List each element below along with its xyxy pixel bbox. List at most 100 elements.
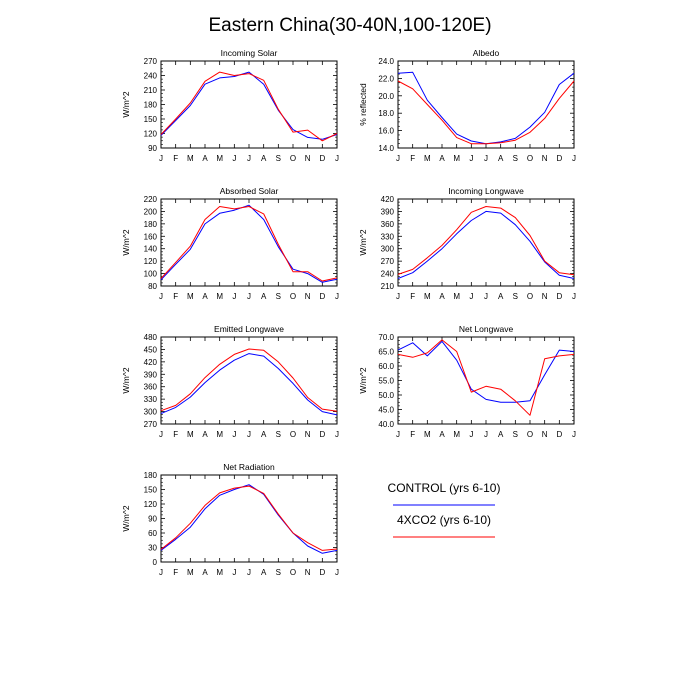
- series-line-4xco2: [397, 206, 575, 276]
- x-tick-label: M: [424, 430, 431, 439]
- series-line-control: [397, 340, 575, 403]
- panel-title: Net Radiation: [223, 462, 275, 472]
- x-tick-label: M: [216, 568, 223, 577]
- x-tick-label: S: [513, 292, 518, 301]
- y-tick-label: 80: [148, 282, 157, 291]
- panel-title: Albedo: [473, 48, 500, 58]
- y-tick-label: 90: [148, 515, 157, 524]
- y-tick-label: 450: [144, 345, 158, 354]
- panel-incoming-solar: Incoming Solar W/m^2 90 120 150 180 210 240 270 J…: [121, 48, 339, 163]
- x-tick-label: J: [469, 154, 473, 163]
- x-tick-label: J: [396, 430, 400, 439]
- series-line-control: [397, 210, 575, 279]
- panels-group: Incoming Solar W/m^2 90 120 150 180 210 240 270 J…: [121, 48, 576, 577]
- y-tick-label: 45.0: [378, 406, 394, 415]
- legend-label-4xco2: 4XCO2 (yrs 6-10): [397, 513, 491, 527]
- x-tick-label: S: [276, 568, 281, 577]
- x-tick-label: D: [319, 430, 325, 439]
- x-tick-label: F: [173, 154, 178, 163]
- x-tick-label: S: [276, 292, 281, 301]
- y-tick-label: 330: [381, 232, 395, 241]
- x-tick-label: A: [439, 154, 445, 163]
- x-tick-label: M: [216, 292, 223, 301]
- x-tick-label: J: [469, 292, 473, 301]
- y-axis-label: W/m^2: [121, 229, 131, 255]
- x-tick-label: S: [276, 430, 281, 439]
- y-tick-label: 160: [144, 232, 158, 241]
- x-tick-label: F: [173, 292, 178, 301]
- y-tick-label: 390: [144, 370, 158, 379]
- x-tick-label: J: [572, 154, 576, 163]
- x-tick-label: J: [396, 154, 400, 163]
- panel-incoming-longwave: Incoming Longwave W/m^2 210 240 270 300 330 360…: [358, 186, 576, 301]
- x-tick-label: J: [484, 292, 488, 301]
- x-tick-label: J: [159, 154, 163, 163]
- x-tick-label: M: [424, 154, 431, 163]
- x-tick-label: J: [159, 292, 163, 301]
- x-tick-label: F: [173, 430, 178, 439]
- legend: CONTROL (yrs 6-10) 4XCO2 (yrs 6-10): [388, 481, 500, 538]
- x-tick-label: J: [247, 154, 251, 163]
- y-tick-label: 40.0: [378, 420, 394, 429]
- plot-frame: [397, 198, 575, 287]
- y-tick-label: 60: [148, 529, 157, 538]
- x-tick-label: N: [305, 430, 311, 439]
- x-tick-label: J: [159, 568, 163, 577]
- y-tick-label: 240: [381, 270, 395, 279]
- x-tick-label: M: [216, 430, 223, 439]
- x-tick-label: J: [469, 430, 473, 439]
- panel-title: Net Longwave: [459, 324, 514, 334]
- y-tick-label: 0: [153, 558, 158, 567]
- x-tick-label: A: [202, 292, 208, 301]
- y-tick-label: 24.0: [378, 57, 394, 66]
- x-tick-label: N: [542, 430, 548, 439]
- x-tick-label: A: [498, 154, 504, 163]
- y-tick-label: 360: [381, 220, 395, 229]
- x-tick-label: A: [261, 154, 267, 163]
- series-line-control: [397, 71, 575, 145]
- panel-title: Absorbed Solar: [220, 186, 279, 196]
- y-tick-label: 120: [144, 500, 158, 509]
- x-tick-label: D: [556, 292, 562, 301]
- panel-emitted-longwave: Emitted Longwave W/m^2 270 300 330 360 390 420 4…: [121, 324, 339, 439]
- x-tick-label: F: [410, 154, 415, 163]
- y-axis-label: % reflected: [358, 83, 368, 126]
- y-tick-label: 270: [381, 257, 395, 266]
- y-axis-label: W/m^2: [121, 91, 131, 117]
- x-tick-label: M: [453, 292, 460, 301]
- x-tick-label: M: [424, 292, 431, 301]
- y-tick-label: 180: [144, 220, 158, 229]
- y-tick-label: 270: [144, 420, 158, 429]
- y-tick-label: 220: [144, 195, 158, 204]
- x-tick-label: J: [247, 568, 251, 577]
- x-tick-label: J: [484, 430, 488, 439]
- y-tick-label: 300: [381, 245, 395, 254]
- x-tick-label: A: [202, 430, 208, 439]
- x-tick-label: A: [498, 430, 504, 439]
- x-tick-label: N: [305, 154, 311, 163]
- x-tick-label: J: [484, 154, 488, 163]
- y-tick-label: 240: [144, 72, 158, 81]
- y-tick-label: 90: [148, 144, 157, 153]
- x-tick-label: D: [319, 154, 325, 163]
- y-tick-label: 18.0: [378, 109, 394, 118]
- x-tick-label: J: [572, 430, 576, 439]
- y-tick-label: 70.0: [378, 333, 394, 342]
- series-line-4xco2: [397, 80, 575, 145]
- x-tick-label: O: [527, 154, 533, 163]
- y-tick-label: 50.0: [378, 391, 394, 400]
- x-tick-label: J: [335, 430, 339, 439]
- x-tick-label: D: [556, 154, 562, 163]
- x-tick-label: A: [261, 568, 267, 577]
- x-tick-label: A: [261, 292, 267, 301]
- figure-title: Eastern China(30-40N,100-120E): [208, 15, 491, 36]
- x-tick-label: D: [319, 568, 325, 577]
- x-tick-label: M: [187, 430, 194, 439]
- y-tick-label: 16.0: [378, 127, 394, 136]
- panel-title: Incoming Solar: [221, 48, 278, 58]
- panel-title: Emitted Longwave: [214, 324, 284, 334]
- x-tick-label: S: [513, 154, 518, 163]
- y-tick-label: 22.0: [378, 74, 394, 83]
